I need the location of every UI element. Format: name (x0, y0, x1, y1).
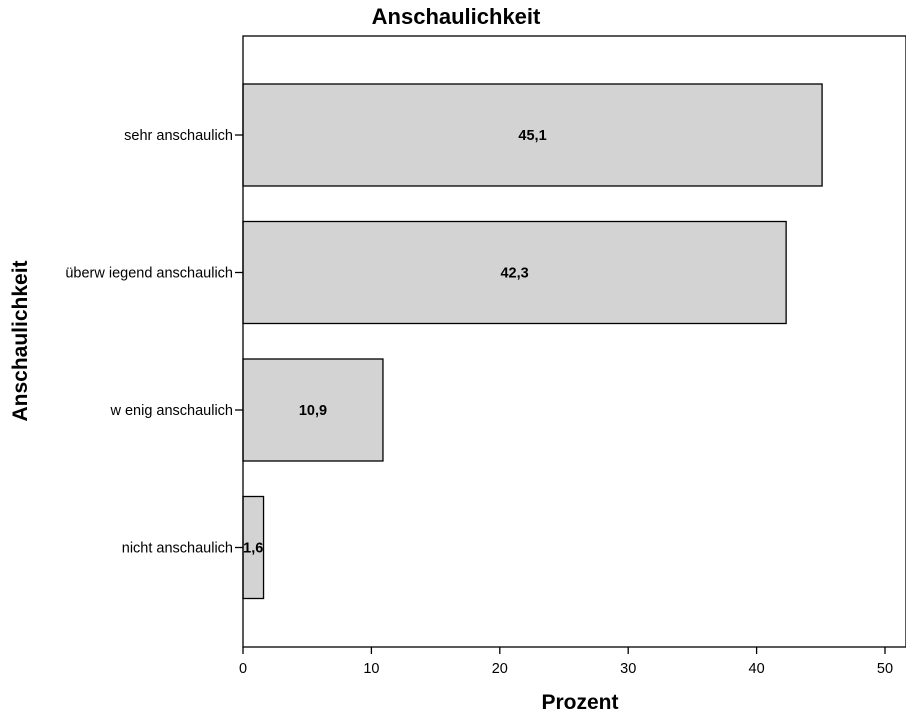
y-tick-label-2: überw iegend anschaulich (65, 266, 233, 282)
x-axis-title: Prozent (541, 691, 618, 712)
plot-frame (242, 35, 906, 648)
x-axis: 0 10 20 30 40 50 (239, 647, 893, 677)
data-label-3: 10,9 (299, 403, 327, 419)
x-tick-label-0: 0 (239, 661, 247, 677)
y-tick-label-1: sehr anschaulich (124, 128, 233, 144)
data-label-1: 45,1 (518, 128, 546, 144)
bars-layer: 45,1 42,3 10,9 1,6 (242, 83, 823, 600)
bar-1 (242, 83, 823, 187)
y-axis-title: Anschaulichkeit (9, 260, 32, 421)
x-tick-label-50: 50 (877, 661, 893, 677)
x-tick-label-10: 10 (363, 661, 379, 677)
chart-title: Anschaulichkeit (372, 4, 541, 29)
x-tick-label-20: 20 (492, 661, 508, 677)
y-tick-label-3: w enig anschaulich (109, 403, 233, 419)
bar-2 (242, 220, 787, 325)
data-label-2: 42,3 (500, 266, 528, 282)
x-tick-label-30: 30 (620, 661, 636, 677)
data-label-4: 1,6 (243, 541, 263, 557)
y-tick-label-4: nicht anschaulich (122, 541, 233, 557)
bar-3 (242, 358, 384, 462)
y-axis: sehr anschaulich überw iegend anschaulich… (65, 128, 243, 557)
x-tick-label-40: 40 (749, 661, 765, 677)
